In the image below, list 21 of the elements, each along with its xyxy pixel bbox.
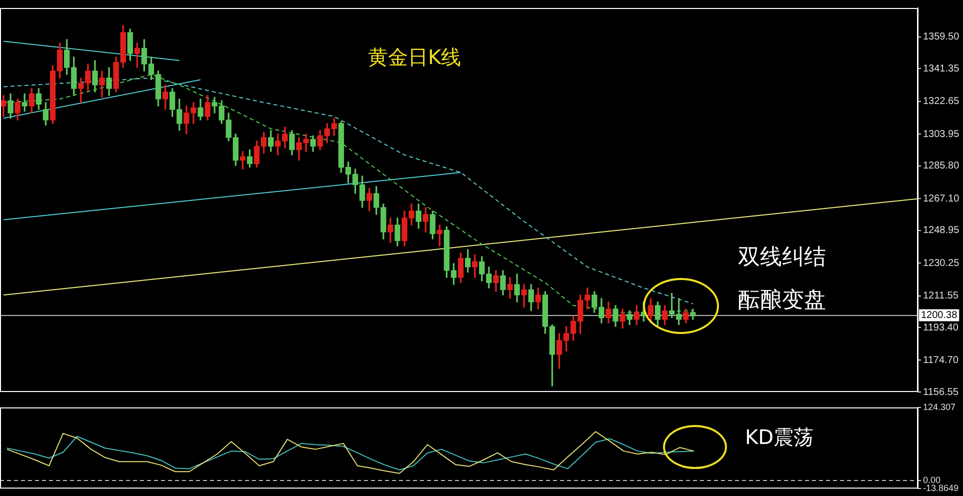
y-tick-label: 1341.35: [923, 63, 960, 74]
y-tick-label: 1230.25: [923, 258, 960, 269]
y-tick-label: 1267.10: [923, 193, 960, 204]
annotation: KD震荡: [745, 425, 814, 449]
ref-line-label: 1200.38: [921, 310, 958, 322]
y-tick-label: 1359.50: [923, 32, 960, 43]
y-tick-label: 0.00: [923, 474, 941, 485]
y-tick-label: 1193.40: [923, 322, 959, 334]
y-tick-label: 1285.80: [923, 160, 960, 172]
candlestick: [521, 284, 527, 308]
y-tick-label: -13.8649: [923, 483, 959, 494]
y-tick-label: 1322.65: [923, 96, 960, 108]
annotation: 酝酿变盘: [738, 288, 826, 314]
y-tick-label: 1303.95: [923, 128, 960, 140]
y-tick-label: 1156.55: [923, 386, 959, 398]
y-tick-label: 124.307: [923, 402, 956, 412]
y-tick-label: 1211.55: [923, 290, 959, 302]
annotation: 双线纠结: [738, 245, 826, 270]
annotation: 黄金日K线: [368, 45, 462, 69]
y-tick-label: 1174.70: [923, 354, 959, 366]
y-tick-label: 1248.95: [923, 225, 960, 236]
